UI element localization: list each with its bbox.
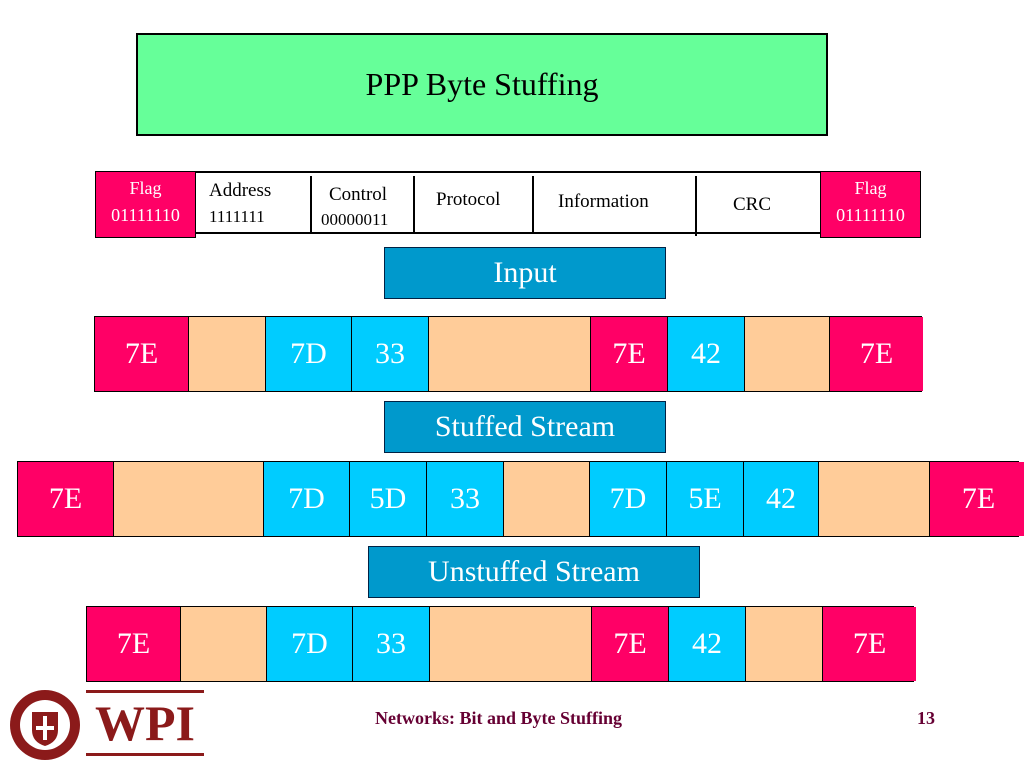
byte-cell-33: 33: [352, 317, 429, 391]
data-byte-cell: [745, 317, 830, 391]
data-byte-cell: [429, 317, 591, 391]
information-label: Information: [558, 191, 649, 212]
address-label: Address: [209, 180, 272, 201]
flag-byte-cell: 7E: [823, 607, 916, 681]
title-banner: [136, 33, 828, 136]
address-value: 1111111: [209, 207, 265, 226]
flag-label: Flag: [854, 178, 887, 198]
data-byte-cell: [430, 607, 592, 681]
byte-cell-33: 33: [427, 462, 504, 536]
unstuffed-label: Unstuffed Stream: [368, 546, 700, 598]
byte-cell-42: 42: [744, 462, 819, 536]
data-byte-cell: [181, 607, 267, 681]
flag-byte-cell: 7E: [95, 317, 189, 391]
frame-top-line: [196, 171, 820, 173]
data-byte-cell: [114, 462, 264, 536]
unstuffed-stream: 7E 7D 33 7E 42 7E: [86, 606, 916, 682]
frame-divider: [532, 176, 534, 232]
frame-divider: [413, 176, 415, 232]
byte-cell-7d: 7D: [266, 317, 352, 391]
page-number: 13: [917, 708, 935, 728]
input-stream: 7E 7D 33 7E 42 7E: [94, 316, 923, 392]
data-byte-cell: [504, 462, 590, 536]
flag-field-left: Flag 01111110: [95, 171, 196, 238]
byte-cell-5e: 5E: [667, 462, 744, 536]
stuffed-label: Stuffed Stream: [384, 401, 666, 453]
byte-cell-7d: 7D: [264, 462, 350, 536]
byte-cell-42: 42: [668, 317, 745, 391]
byte-cell-7d: 7D: [590, 462, 667, 536]
protocol-label: Protocol: [436, 189, 501, 210]
stuffed-stream: 7E 7D 5D 33 7D 5E 42 7E: [17, 461, 1024, 537]
flag-byte-cell: 7E: [18, 462, 114, 536]
frame-divider: [695, 176, 697, 236]
byte-cell-7d: 7D: [267, 607, 353, 681]
flag-value: 01111110: [111, 205, 180, 225]
byte-cell-5d: 5D: [350, 462, 427, 536]
footer-course-title: Networks: Bit and Byte Stuffing: [375, 708, 623, 728]
flag-byte-cell: 7E: [592, 607, 669, 681]
flag-field-right: Flag 01111110: [820, 171, 921, 238]
frame-divider: [310, 176, 312, 232]
flag-byte-cell: 7E: [591, 317, 668, 391]
flag-value: 01111110: [836, 205, 905, 225]
crc-label: CRC: [733, 194, 772, 215]
wpi-wordmark-text: WPI: [95, 695, 195, 751]
byte-cell-33: 33: [353, 607, 430, 681]
data-byte-cell: [746, 607, 823, 681]
wpi-seal-logo: [10, 690, 80, 760]
wpi-wordmark: WPI: [86, 690, 204, 756]
input-label: Input: [384, 247, 666, 299]
flag-byte-cell: 7E: [830, 317, 923, 391]
flag-byte-cell: 7E: [87, 607, 181, 681]
frame-bottom-line: [196, 232, 820, 234]
byte-cell-42: 42: [669, 607, 746, 681]
flag-byte-cell: 7E: [930, 462, 1024, 536]
data-byte-cell: [189, 317, 266, 391]
slide-title: PPP Byte Stuffing: [365, 66, 599, 102]
data-byte-cell: [819, 462, 930, 536]
control-value: 00000011: [321, 210, 389, 229]
control-label: Control: [329, 184, 388, 205]
flag-label: Flag: [129, 178, 162, 198]
